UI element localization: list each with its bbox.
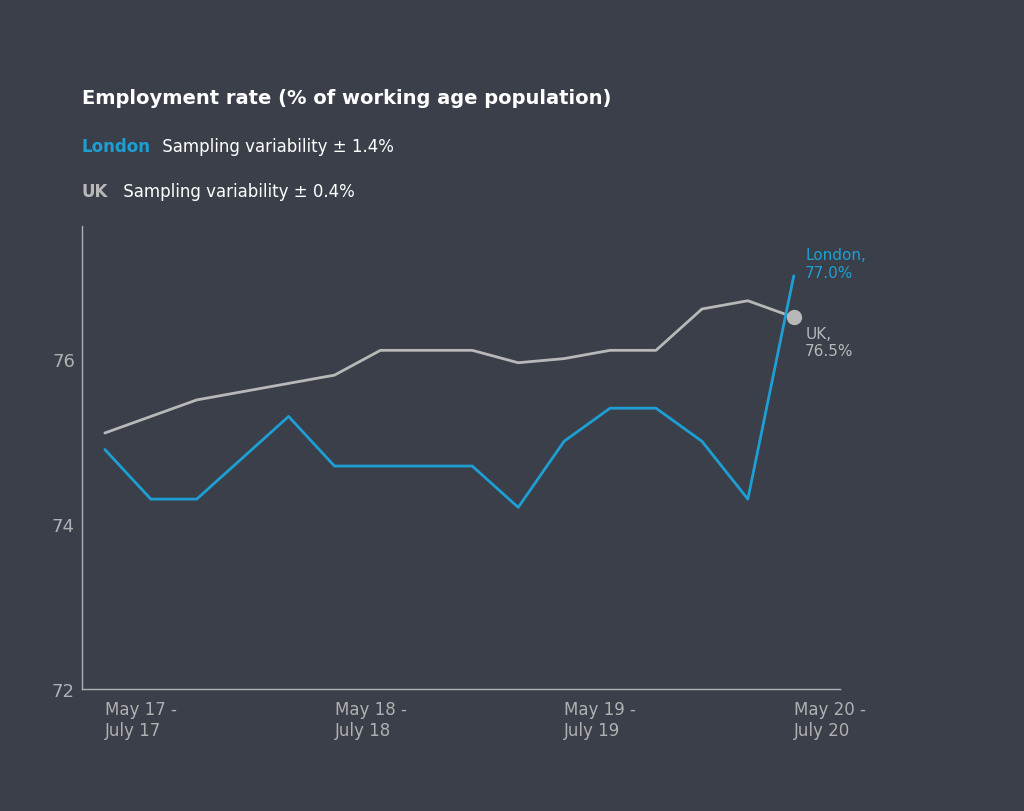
Text: Sampling variability ± 1.4%: Sampling variability ± 1.4% bbox=[157, 138, 393, 156]
Text: UK,
76.5%: UK, 76.5% bbox=[805, 327, 854, 358]
Text: Sampling variability ± 0.4%: Sampling variability ± 0.4% bbox=[118, 182, 354, 200]
Text: London: London bbox=[82, 138, 151, 156]
Text: Employment rate (% of working age population): Employment rate (% of working age popula… bbox=[82, 89, 611, 108]
Text: London,
77.0%: London, 77.0% bbox=[805, 248, 866, 281]
Text: UK: UK bbox=[82, 182, 109, 200]
